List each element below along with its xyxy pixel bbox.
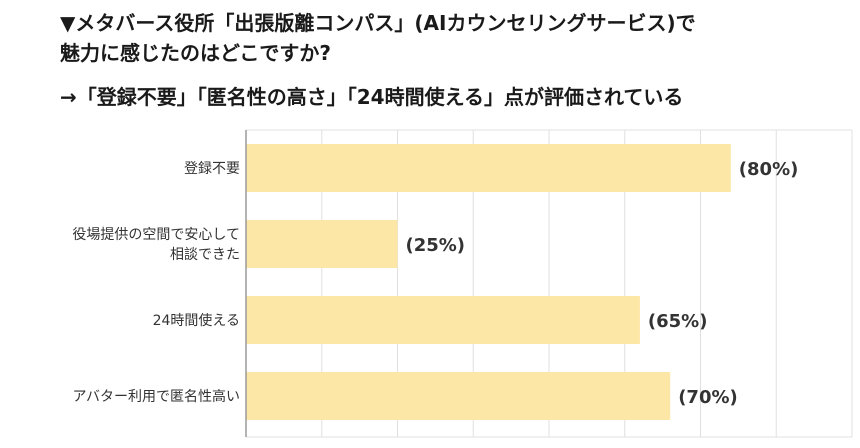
chart-title-block: ▼メタバース役所「出張版離コンパス」(AIカウンセリングサービス)で 魅力に感じ… [60,8,850,112]
bar-2 [246,220,398,268]
value-label-3: (65%) [648,311,708,332]
bar-4 [246,372,671,420]
chart-subtitle: →「登録不要」「匿名性の高さ」「24時間使える」点が評価されている [60,85,684,109]
category-label-2-line-2: 相談できた [170,247,240,263]
bar-3 [246,296,640,344]
category-label-3: 24時間使える [153,312,240,329]
bar-1 [246,144,731,192]
category-label-4: アバター利用で匿名性高い [73,388,240,405]
chart-title-line-1: ▼メタバース役所「出張版離コンパス」(AIカウンセリングサービス)で [60,11,696,35]
category-label-2-line-1: 役場提供の空間で安心して [72,227,240,243]
category-label-1: 登録不要 [184,161,240,177]
value-label-4: (70%) [678,387,738,408]
value-label-1: (80%) [739,159,799,180]
value-label-2: (25%) [406,235,466,256]
chart-title-line-2: 魅力に感じたのはどこですか? [60,41,332,65]
